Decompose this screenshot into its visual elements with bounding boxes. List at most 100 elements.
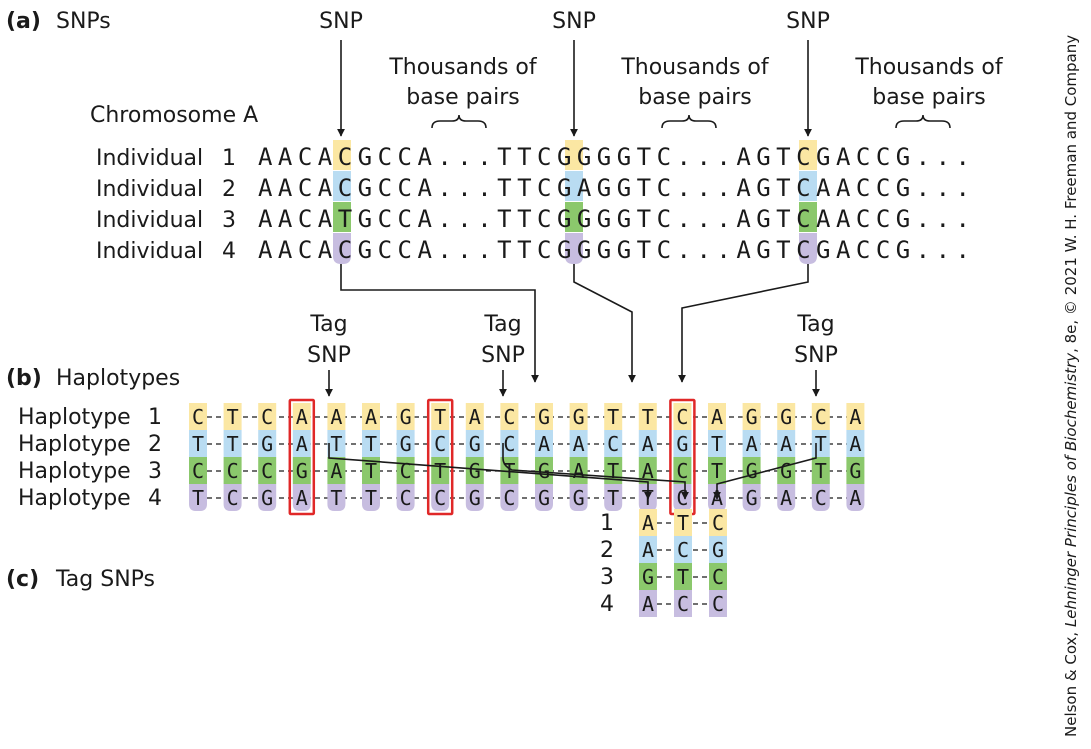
- brace-2: [661, 114, 717, 129]
- base-letter: C: [677, 538, 689, 562]
- base-letter: C: [676, 405, 688, 429]
- base-letter: G: [573, 486, 585, 510]
- haplotype-number: 2: [148, 432, 162, 457]
- base-letter: C: [677, 592, 689, 616]
- base-letter: A: [573, 459, 585, 483]
- base-box: [223, 457, 242, 484]
- base-box: [742, 403, 761, 430]
- individual-rows: Individual 1 AACA C GCCA...TTCG G GGTC...AGT…: [96, 143, 970, 264]
- tag-row-number: 2: [600, 538, 614, 563]
- base-letter: C: [503, 432, 515, 456]
- brace-1: [431, 114, 487, 129]
- base-box: [223, 430, 242, 457]
- individual-number: 3: [222, 208, 236, 233]
- base-box: [569, 484, 588, 511]
- haplotype-row-4: Haplotype 4 T C G A T T C C G C G G T T C A G A C A: [18, 484, 865, 511]
- tag-row-number: 4: [600, 592, 614, 617]
- base-box: [674, 509, 692, 536]
- base-letter: G: [746, 405, 758, 429]
- base-letter: T: [330, 486, 342, 510]
- base-letter: C: [227, 459, 239, 483]
- credit-line: Nelson & Cox, Lehninger Principles of Bi…: [1062, 35, 1080, 737]
- haplotype-label: Haplotype: [18, 486, 131, 511]
- haplotype-row-3: Haplotype 3 C C C G A T C T G T G A T A C T G G T G: [18, 457, 865, 484]
- base-letter: C: [434, 432, 446, 456]
- snp-label-1: SNP: [319, 9, 363, 34]
- base-box: [292, 457, 311, 484]
- base-box: [327, 484, 346, 511]
- base-letter: A: [573, 432, 585, 456]
- base-letter: A: [849, 405, 861, 429]
- base-letter: G: [573, 405, 585, 429]
- base-letter: A: [538, 432, 550, 456]
- base-letter: C: [712, 592, 724, 616]
- base-letter: A: [642, 459, 654, 483]
- base-box: [638, 430, 657, 457]
- base-box: [604, 403, 623, 430]
- base-letter: A: [642, 432, 654, 456]
- base-box: [569, 403, 588, 430]
- base-letter: G: [538, 459, 550, 483]
- base-box: [431, 484, 450, 511]
- base-box: [708, 457, 726, 484]
- haplotype-label: Haplotype: [18, 432, 131, 457]
- base-letter: A: [296, 432, 308, 456]
- base-box: [327, 457, 346, 484]
- base-box: [362, 430, 380, 457]
- base-letter: A: [296, 486, 308, 510]
- dna-sequence: AACA C GCCA...TTCG G GGTC...AGTC G ACCG...: [258, 236, 970, 264]
- individual-row-3: Individual 3 AACA T GCCA...TTCG G GGTC...AGT…: [96, 205, 970, 233]
- base-box: [189, 430, 207, 457]
- base-letter: G: [400, 405, 412, 429]
- base-letter: C: [192, 459, 204, 483]
- thousands-label-3-line2: base pairs: [872, 85, 986, 110]
- base-box: [742, 457, 761, 484]
- base-box: [362, 403, 380, 430]
- base-letter: G: [780, 405, 792, 429]
- tag-row-number: 1: [600, 511, 614, 536]
- snp-highlight: [799, 202, 817, 232]
- snp-highlight-tab: [333, 233, 351, 264]
- base-letter: T: [227, 432, 239, 456]
- base-letter: A: [711, 405, 723, 429]
- base-letter: C: [227, 486, 239, 510]
- base-box: [674, 536, 692, 563]
- base-letter: T: [677, 565, 689, 589]
- base-box: [811, 403, 830, 430]
- section-b-tag: (b): [6, 366, 42, 391]
- haplotype-row-2: Haplotype 2 T T G A T T G C G C A A C A G T A A T A: [18, 430, 865, 457]
- base-letter: G: [746, 486, 758, 510]
- base-box: [639, 563, 657, 590]
- base-letter: T: [365, 459, 377, 483]
- base-box: [362, 484, 380, 511]
- connector-tag2-to-tagsnps: [502, 443, 689, 500]
- base-box: [569, 430, 588, 457]
- haplotype-label: Haplotype: [18, 405, 131, 430]
- base-box: [846, 484, 865, 511]
- base-box: [673, 430, 692, 457]
- thousands-label-2-line1: Thousands of: [620, 55, 770, 80]
- base-box: [604, 484, 623, 511]
- base-box: [638, 403, 657, 430]
- haplotype-number: 3: [148, 459, 162, 484]
- snp-highlight-tab: [565, 233, 583, 264]
- base-letter: G: [712, 538, 724, 562]
- base-letter: A: [780, 486, 792, 510]
- snp-highlight-tab: [799, 233, 817, 264]
- tag-snp-label-2-line1: Tag: [483, 312, 521, 337]
- base-box: [535, 484, 553, 511]
- base-box: [639, 590, 657, 617]
- base-letter: G: [538, 486, 550, 510]
- base-box: [465, 484, 484, 511]
- section-c-tag: (c): [6, 567, 39, 592]
- base-letter: C: [676, 486, 688, 510]
- base-letter: C: [261, 405, 273, 429]
- tag-snp-label-1-line1: Tag: [309, 312, 347, 337]
- base-box: [673, 403, 692, 430]
- tag-snp-label-1-line2: SNP: [307, 343, 351, 368]
- base-letter: T: [192, 432, 204, 456]
- base-box: [604, 430, 623, 457]
